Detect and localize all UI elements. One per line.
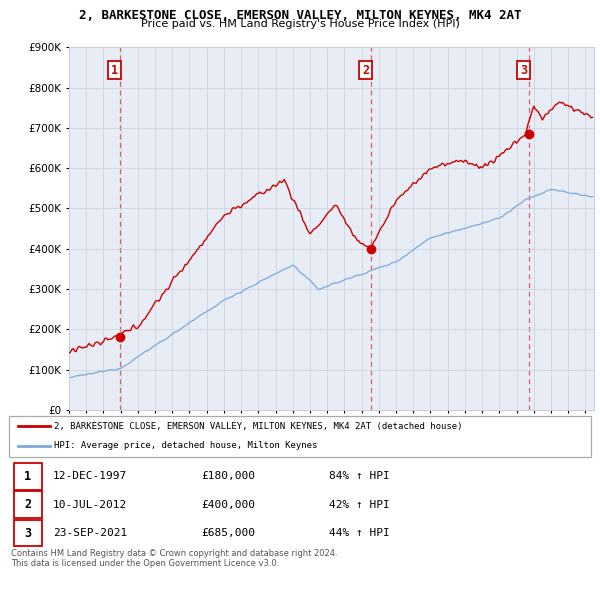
Text: HPI: Average price, detached house, Milton Keynes: HPI: Average price, detached house, Milt… [55, 441, 318, 450]
Text: 2, BARKESTONE CLOSE, EMERSON VALLEY, MILTON KEYNES, MK4 2AT: 2, BARKESTONE CLOSE, EMERSON VALLEY, MIL… [79, 9, 521, 22]
Text: This data is licensed under the Open Government Licence v3.0.: This data is licensed under the Open Gov… [11, 559, 279, 568]
Text: £685,000: £685,000 [201, 528, 255, 538]
Text: £400,000: £400,000 [201, 500, 255, 510]
Text: 44% ↑ HPI: 44% ↑ HPI [329, 528, 390, 538]
Text: £180,000: £180,000 [201, 471, 255, 481]
Text: Contains HM Land Registry data © Crown copyright and database right 2024.: Contains HM Land Registry data © Crown c… [11, 549, 337, 558]
Text: 3: 3 [24, 526, 31, 540]
Text: 84% ↑ HPI: 84% ↑ HPI [329, 471, 390, 481]
Text: 42% ↑ HPI: 42% ↑ HPI [329, 500, 390, 510]
Text: 1: 1 [24, 470, 31, 483]
Text: 10-JUL-2012: 10-JUL-2012 [53, 500, 127, 510]
Text: 2, BARKESTONE CLOSE, EMERSON VALLEY, MILTON KEYNES, MK4 2AT (detached house): 2, BARKESTONE CLOSE, EMERSON VALLEY, MIL… [55, 422, 463, 431]
Text: 3: 3 [520, 64, 527, 77]
FancyBboxPatch shape [14, 463, 41, 490]
Text: 12-DEC-1997: 12-DEC-1997 [53, 471, 127, 481]
FancyBboxPatch shape [14, 520, 41, 546]
Text: 23-SEP-2021: 23-SEP-2021 [53, 528, 127, 538]
Text: 1: 1 [111, 64, 118, 77]
Text: 2: 2 [24, 498, 31, 512]
Text: Price paid vs. HM Land Registry's House Price Index (HPI): Price paid vs. HM Land Registry's House … [140, 19, 460, 30]
Text: 2: 2 [362, 64, 369, 77]
FancyBboxPatch shape [9, 416, 591, 457]
FancyBboxPatch shape [14, 491, 41, 518]
